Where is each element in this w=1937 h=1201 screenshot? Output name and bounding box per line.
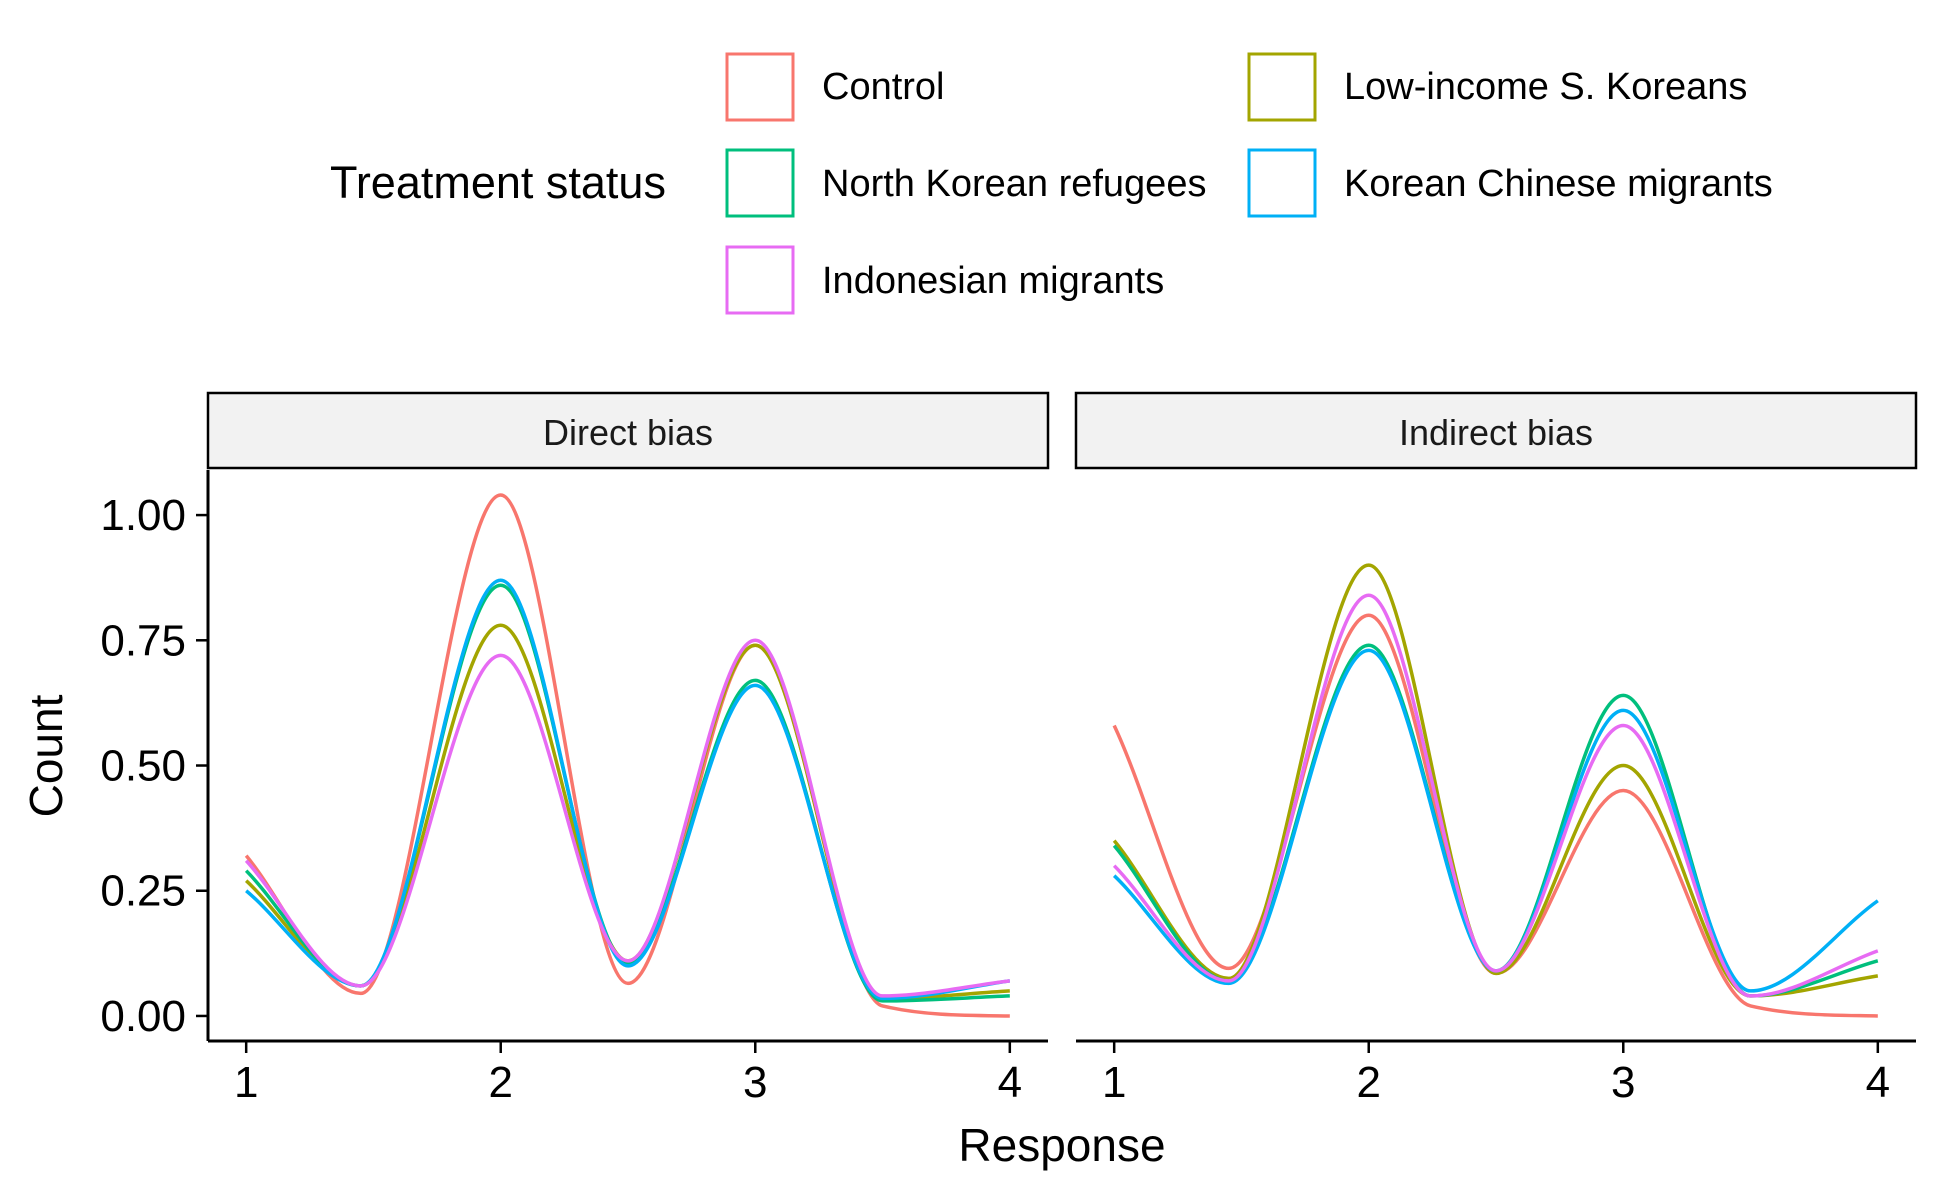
legend-item-north-korean-refugees: North Korean refugees: [725, 148, 1206, 218]
legend-label-control: Control: [822, 66, 945, 108]
facet-title-indirect-bias: Indirect bias: [1399, 412, 1593, 453]
legend-key-indonesian-migrants: [725, 245, 795, 315]
x-tick-label-indirect-bias-2: 2: [1356, 1058, 1380, 1107]
legend-key-control: [725, 52, 795, 122]
facet-strip-box-direct-bias: [206, 391, 1050, 470]
legend-item-low-income-s-koreans: Low-income S. Koreans: [1247, 52, 1747, 122]
legend-label-korean-chinese-migrants: Korean Chinese migrants: [1344, 163, 1773, 205]
series-line-direct-bias-korean-chinese-migrants: [245, 578, 1011, 1001]
legend-label-north-korean-refugees: North Korean refugees: [822, 163, 1206, 205]
legend-key-korean-chinese-migrants: [1247, 148, 1317, 218]
x-tick-label-indirect-bias-4: 4: [1866, 1058, 1890, 1107]
x-tick-label-direct-bias-3: 3: [743, 1058, 767, 1107]
facet-title-direct-bias: Direct bias: [543, 412, 713, 453]
y-tick-label-0: 0.00: [100, 992, 186, 1041]
legend-label-indonesian-migrants: Indonesian migrants: [822, 260, 1164, 302]
x-tick-label-direct-bias-2: 2: [488, 1058, 512, 1107]
x-tick-label-direct-bias-1: 1: [234, 1058, 258, 1107]
x-tick-label-direct-bias-4: 4: [998, 1058, 1022, 1107]
legend-item-control: Control: [725, 52, 945, 122]
legend-key-north-korean-refugees: [725, 148, 795, 218]
series-line-direct-bias-indonesian-migrants: [244, 638, 1011, 998]
panel-indirect-bias: [1112, 563, 1879, 1018]
facet-strip-indirect-bias: Indirect bias: [1074, 391, 1918, 470]
axes: 1 2 3 4 1 2 3 4 0.00 0.25 0.50 0.75 1.00: [100, 470, 1916, 1107]
legend: Treatment status Control North Korean re…: [330, 52, 1773, 315]
legend-item-indonesian-migrants: Indonesian migrants: [725, 245, 1164, 315]
legend-key-low-income-s-koreans: [1247, 52, 1317, 122]
y-tick-label-4: 1.00: [100, 491, 186, 540]
facet-strip-direct-bias: Direct bias: [206, 391, 1050, 470]
x-axis-title: Response: [958, 1119, 1165, 1171]
facet-strip-box-indirect-bias: [1074, 391, 1918, 470]
legend-label-low-income-s-koreans: Low-income S. Koreans: [1344, 66, 1747, 108]
legend-item-korean-chinese-migrants: Korean Chinese migrants: [1247, 148, 1773, 218]
y-axis-title: Count: [20, 694, 72, 817]
panel-direct-bias: [244, 493, 1011, 1018]
x-tick-label-indirect-bias-1: 1: [1102, 1058, 1126, 1107]
y-tick-label-3: 0.75: [100, 616, 186, 665]
y-tick-label-2: 0.50: [100, 742, 186, 791]
y-tick-label-1: 0.25: [100, 867, 186, 916]
x-tick-label-indirect-bias-3: 3: [1611, 1058, 1635, 1107]
legend-title: Treatment status: [330, 157, 666, 208]
series-line-indirect-bias-indonesian-migrants: [1112, 593, 1879, 998]
